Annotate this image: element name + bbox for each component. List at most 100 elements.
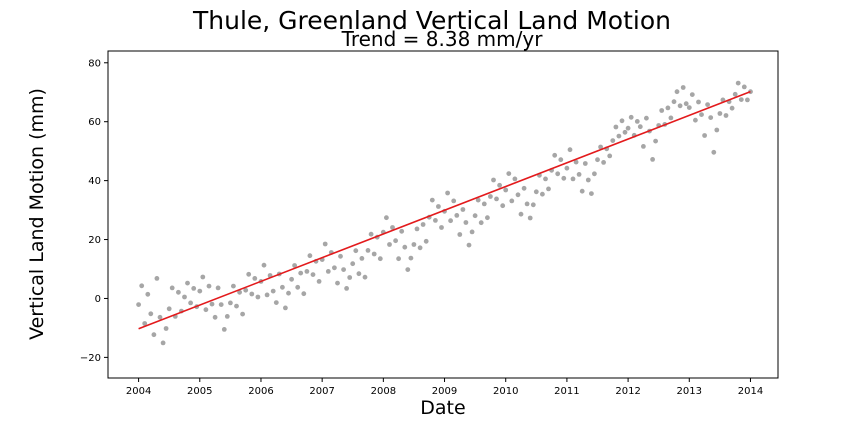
data-point xyxy=(145,291,151,297)
data-point xyxy=(708,115,714,120)
data-point xyxy=(332,265,337,271)
data-point xyxy=(644,115,649,121)
y-tick-label: −20 xyxy=(80,353,101,364)
data-point xyxy=(206,283,212,289)
y-tick-label: 0 xyxy=(95,294,101,305)
data-point xyxy=(160,340,166,346)
data-point xyxy=(436,204,441,209)
data-point xyxy=(454,213,460,218)
data-point xyxy=(166,306,172,312)
data-point xyxy=(503,187,509,193)
x-tick-label: 2014 xyxy=(738,386,763,397)
x-tick-label: 2004 xyxy=(126,386,151,397)
data-point xyxy=(650,157,655,162)
scatter-points xyxy=(136,80,753,346)
data-point xyxy=(203,307,209,313)
data-point xyxy=(405,267,411,272)
data-point xyxy=(154,276,160,281)
trend-line xyxy=(138,90,751,330)
x-axis-label: Date xyxy=(420,397,465,419)
data-point xyxy=(683,101,689,107)
data-point xyxy=(408,255,414,261)
data-point xyxy=(341,267,346,272)
data-point xyxy=(292,263,297,268)
data-point xyxy=(475,197,481,203)
data-point xyxy=(451,198,457,204)
data-point xyxy=(711,149,717,155)
data-point xyxy=(579,188,585,194)
data-point xyxy=(457,232,463,237)
data-point xyxy=(699,112,704,117)
x-tick-label: 2008 xyxy=(371,386,396,397)
data-point xyxy=(641,144,646,149)
data-point xyxy=(390,225,395,230)
data-point xyxy=(377,256,383,262)
data-point xyxy=(561,175,567,181)
data-point xyxy=(224,314,230,319)
data-point xyxy=(304,269,310,274)
data-point xyxy=(717,111,723,116)
data-point xyxy=(582,161,588,166)
data-point xyxy=(185,280,190,286)
data-point xyxy=(610,138,616,144)
data-point xyxy=(665,105,671,111)
data-point xyxy=(570,176,576,182)
data-point xyxy=(136,302,142,307)
y-tick-label: 80 xyxy=(88,58,101,69)
data-point xyxy=(289,276,294,282)
data-point xyxy=(237,289,243,295)
data-point xyxy=(585,177,591,183)
data-point xyxy=(668,115,674,121)
data-point xyxy=(298,270,304,276)
data-point xyxy=(576,172,582,177)
data-point xyxy=(637,124,643,130)
data-point xyxy=(393,238,398,244)
data-point xyxy=(546,186,551,192)
data-point xyxy=(163,326,169,331)
data-point xyxy=(270,288,276,294)
data-point xyxy=(182,294,187,300)
data-point xyxy=(344,286,349,291)
data-point xyxy=(659,108,665,113)
data-point xyxy=(616,133,622,139)
data-point xyxy=(384,215,389,221)
data-point xyxy=(423,238,429,244)
data-point xyxy=(445,190,450,196)
data-point xyxy=(466,242,472,248)
data-point xyxy=(494,196,499,202)
data-point xyxy=(696,99,701,105)
data-point xyxy=(625,125,631,131)
data-point xyxy=(491,177,496,183)
plot-frame xyxy=(107,50,779,379)
data-point xyxy=(368,231,374,237)
data-point xyxy=(387,242,392,247)
x-axis-ticks: 2004 2005 2006 2007 2008 2009 2010 2011 2012 2013… xyxy=(126,378,763,397)
data-point xyxy=(564,165,570,171)
data-point xyxy=(255,294,261,300)
data-point xyxy=(414,226,420,232)
data-point xyxy=(197,288,203,294)
data-point xyxy=(671,99,677,105)
data-point xyxy=(592,171,597,177)
data-point xyxy=(371,251,377,257)
y-tick-label: 60 xyxy=(88,117,101,128)
x-tick-label: 2007 xyxy=(309,386,334,397)
y-axis-ticks: −20 0 20 40 60 80 xyxy=(80,58,108,364)
data-point xyxy=(558,157,564,163)
data-point xyxy=(540,191,545,197)
data-point xyxy=(234,303,239,309)
data-point xyxy=(653,138,658,144)
data-point xyxy=(500,203,506,209)
data-point xyxy=(402,244,408,250)
data-point xyxy=(702,133,707,138)
x-tick-label: 2006 xyxy=(248,386,273,397)
data-point xyxy=(506,171,512,177)
data-point xyxy=(530,202,536,208)
data-point xyxy=(533,189,539,195)
data-point xyxy=(429,197,435,203)
y-axis-label: Vertical Land Motion (mm) xyxy=(26,88,48,340)
data-point xyxy=(674,89,680,95)
x-tick-label: 2011 xyxy=(554,386,579,397)
data-point xyxy=(316,279,322,284)
